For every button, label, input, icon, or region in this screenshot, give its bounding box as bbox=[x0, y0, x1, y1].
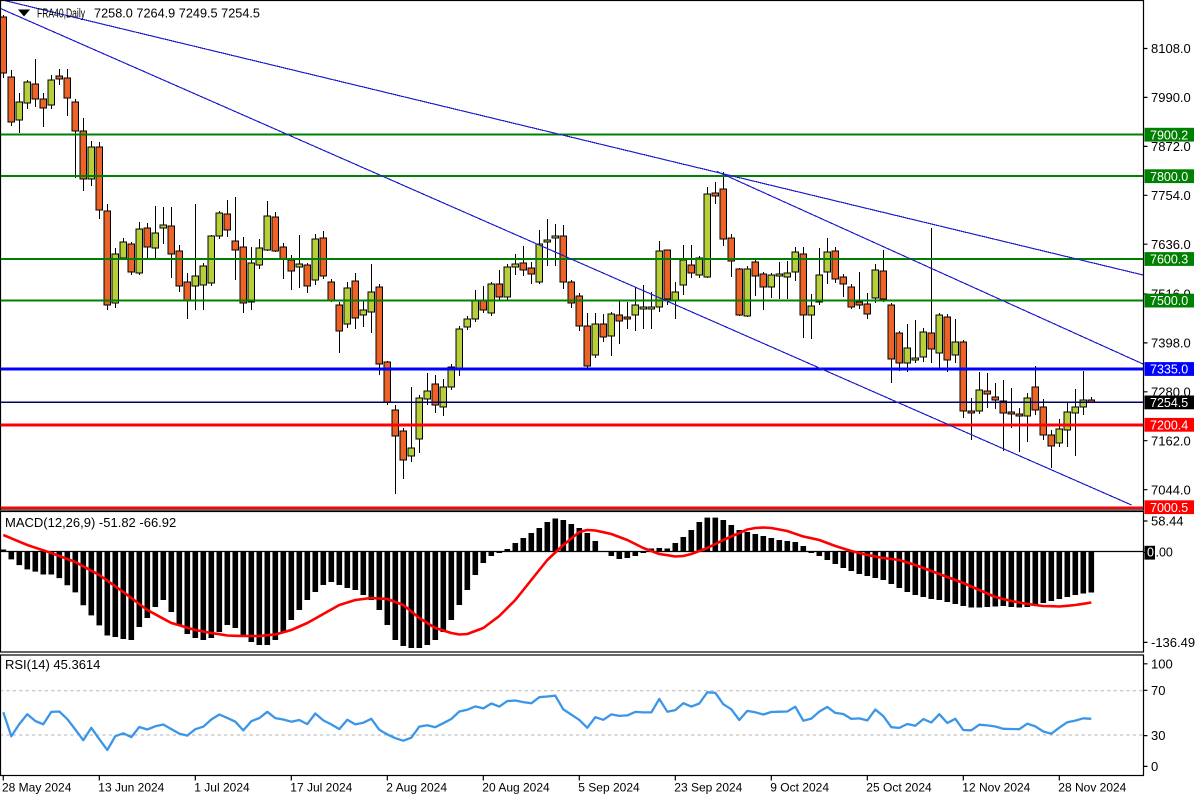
svg-text:MACD(12,26,9) -51.82 -66.92: MACD(12,26,9) -51.82 -66.92 bbox=[5, 515, 176, 530]
svg-text:28 May 2024: 28 May 2024 bbox=[2, 781, 72, 795]
svg-text:13 Jun 2024: 13 Jun 2024 bbox=[98, 781, 164, 795]
svg-text:23 Sep 2024: 23 Sep 2024 bbox=[674, 781, 742, 795]
svg-text:7872.0: 7872.0 bbox=[1151, 139, 1191, 154]
svg-text:RSI(14) 45.3614: RSI(14) 45.3614 bbox=[5, 657, 100, 672]
svg-text:1 Jul 2024: 1 Jul 2024 bbox=[194, 781, 250, 795]
svg-text:7254.5: 7254.5 bbox=[1150, 396, 1188, 410]
svg-text:12 Nov 2024: 12 Nov 2024 bbox=[962, 781, 1030, 795]
svg-text:7398.0: 7398.0 bbox=[1151, 336, 1191, 351]
svg-text:7636.0: 7636.0 bbox=[1151, 237, 1191, 252]
svg-text:58.44: 58.44 bbox=[1151, 514, 1184, 529]
svg-text:5 Sep 2024: 5 Sep 2024 bbox=[578, 781, 640, 795]
svg-text:7200.4: 7200.4 bbox=[1150, 418, 1188, 432]
svg-text:-136.49: -136.49 bbox=[1151, 635, 1195, 650]
svg-text:2 Aug 2024: 2 Aug 2024 bbox=[386, 781, 447, 795]
svg-text:7990.0: 7990.0 bbox=[1151, 90, 1191, 105]
svg-text:0: 0 bbox=[1151, 759, 1158, 774]
svg-text:7800.0: 7800.0 bbox=[1150, 170, 1188, 184]
svg-text:7600.3: 7600.3 bbox=[1150, 253, 1188, 267]
svg-text:7044.0: 7044.0 bbox=[1151, 482, 1191, 497]
svg-text:70: 70 bbox=[1151, 683, 1165, 698]
svg-text:7335.0: 7335.0 bbox=[1150, 363, 1188, 377]
svg-text:17 Jul 2024: 17 Jul 2024 bbox=[290, 781, 352, 795]
svg-text:7000.5: 7000.5 bbox=[1150, 501, 1188, 515]
svg-text:0: 0 bbox=[1147, 546, 1154, 560]
svg-text:8108.0: 8108.0 bbox=[1151, 41, 1191, 56]
svg-text:20 Aug 2024: 20 Aug 2024 bbox=[482, 781, 550, 795]
svg-text:9 Oct 2024: 9 Oct 2024 bbox=[770, 781, 829, 795]
svg-text:7500.0: 7500.0 bbox=[1150, 294, 1188, 308]
svg-text:30: 30 bbox=[1151, 728, 1165, 743]
svg-text:.00: .00 bbox=[1156, 546, 1173, 560]
svg-text:100: 100 bbox=[1151, 656, 1173, 671]
svg-text:7162.0: 7162.0 bbox=[1151, 433, 1191, 448]
svg-text:28 Nov 2024: 28 Nov 2024 bbox=[1058, 781, 1126, 795]
svg-text:25 Oct 2024: 25 Oct 2024 bbox=[866, 781, 932, 795]
svg-text:7900.2: 7900.2 bbox=[1150, 128, 1188, 142]
svg-text:7754.0: 7754.0 bbox=[1151, 188, 1191, 203]
